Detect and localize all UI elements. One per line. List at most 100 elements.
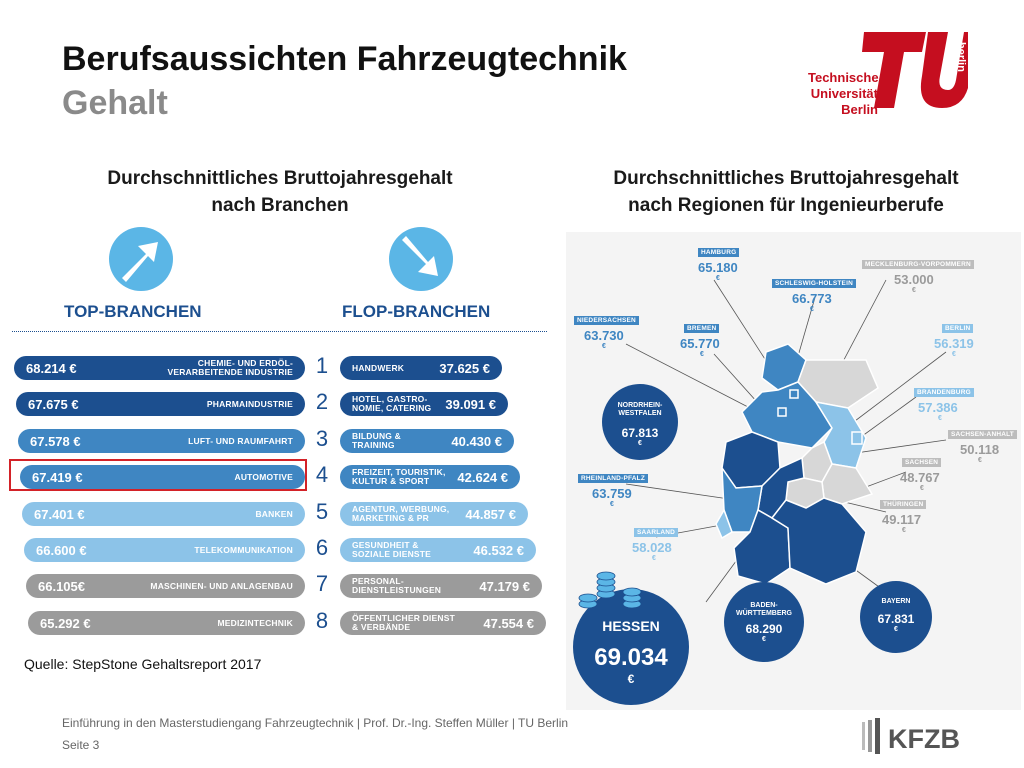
top-bar: 66.600 € TELEKOMMUNIKATION xyxy=(24,538,305,562)
label-saarland: SAARLAND xyxy=(634,528,679,537)
euro-niedersachsen: € xyxy=(602,343,606,350)
left-heading: Durchschnittliches Bruttojahresgehalt na… xyxy=(30,165,530,219)
page-number: Seite 3 xyxy=(62,738,100,752)
left-heading-line-1: Durchschnittliches Bruttojahresgehalt xyxy=(107,168,453,189)
euro-thueringen: € xyxy=(902,527,906,534)
rank-number: 7 xyxy=(315,571,329,596)
value-hessen: 69.034 xyxy=(594,644,668,671)
value-brandenburg: 57.386 xyxy=(918,400,958,415)
top-bar: 67.675 € PHARMAINDUSTRIE xyxy=(16,392,305,416)
highlight-box xyxy=(9,459,307,491)
state-hamburg xyxy=(789,389,799,399)
top-bar-label: LUFT- UND RAUMFAHRT xyxy=(188,435,293,446)
flop-bar-label: AGENTUR, WERBUNG, MARKETING & PR xyxy=(352,504,450,523)
page-title: Berufsaussichten Fahrzeugtechnik xyxy=(62,40,627,78)
logo-line-3: Berlin xyxy=(841,102,878,117)
value-thueringen: 49.117 xyxy=(882,512,922,527)
flop-bar-label: GESUNDHEIT & SOZIALE DIENSTE xyxy=(352,540,432,559)
value-niedersachsen: 63.730 xyxy=(584,328,624,343)
top-bar: 67.578 € LUFT- UND RAUMFAHRT xyxy=(18,429,305,453)
label-niedersachsen: NIEDERSACHSEN xyxy=(574,316,639,325)
top-bar-value: 65.292 € xyxy=(40,615,91,631)
right-heading-line-1: Durchschnittliches Bruttojahresgehalt xyxy=(613,168,959,189)
flop-bar-value: 47.554 € xyxy=(483,615,534,631)
top-bar-value: 67.401 € xyxy=(34,506,85,522)
value-mecklenburg: 53.000 xyxy=(894,272,934,287)
value-berlin: 56.319 xyxy=(934,336,974,351)
top-bar: 67.419 € AUTOMOTIVE xyxy=(20,465,305,489)
arrow-down-right-icon xyxy=(389,227,453,291)
rank-number: 2 xyxy=(315,389,329,414)
flop-bar: BILDUNG & TRAINING 40.430 € xyxy=(340,429,514,453)
top-bar-value: 67.419 € xyxy=(32,469,83,485)
states xyxy=(715,343,879,585)
source-note: Quelle: StepStone Gehaltsreport 2017 xyxy=(24,656,262,672)
flop-bar-label: BILDUNG & TRAINING xyxy=(352,431,402,450)
value-bremen: 65.770 xyxy=(680,336,720,351)
euro-bw: € xyxy=(762,636,766,643)
euro-brandenburg: € xyxy=(938,415,942,422)
page-subtitle: Gehalt xyxy=(62,84,168,122)
left-heading-line-2: nach Branchen xyxy=(211,195,349,216)
euro-hamburg: € xyxy=(716,275,720,282)
euro-berlin: € xyxy=(952,351,956,358)
label-nrw: NORDRHEIN- WESTFALEN xyxy=(617,402,663,417)
top-bar-label: TELEKOMMUNIKATION xyxy=(194,544,293,555)
euro-bayern: € xyxy=(894,626,898,633)
flop-bar-label: HANDWERK xyxy=(352,362,405,373)
euro-schleswig: € xyxy=(810,306,814,313)
hessen-circle xyxy=(573,589,689,705)
euro-sachsen-anhalt: € xyxy=(978,457,982,464)
top-branchen-label: TOP-BRANCHEN xyxy=(64,302,202,321)
state-berlin xyxy=(851,431,863,445)
top-bar: 67.401 € BANKEN xyxy=(22,502,305,526)
euro-hessen: € xyxy=(627,672,635,686)
nrw-circle xyxy=(602,384,678,460)
arrow-up-right-icon xyxy=(109,227,173,291)
top-bar-value: 66.105€ xyxy=(38,578,85,594)
value-schleswig: 66.773 xyxy=(792,291,832,306)
top-bar-label: CHEMIE- UND ERDÖL- VERARBEITENDE INDUSTR… xyxy=(167,358,293,377)
euro-rheinland: € xyxy=(610,501,614,508)
euro-nrw: € xyxy=(638,440,642,447)
flop-bar: ÖFFENTLICHER DIENST & VERBÄNDE 47.554 € xyxy=(340,611,546,635)
label-sachsen-anhalt: SACHSEN-ANHALT xyxy=(948,430,1017,439)
flop-bar-label: ÖFFENTLICHER DIENST & VERBÄNDE xyxy=(352,613,455,632)
flop-branchen-label: FLOP-BRANCHEN xyxy=(342,302,491,321)
euro-sachsen: € xyxy=(920,485,924,492)
logo-line-1: Technische xyxy=(808,70,879,85)
top-bar-label: MASCHINEN- UND ANLAGENBAU xyxy=(150,580,293,591)
top-bar: 68.214 € CHEMIE- UND ERDÖL- VERARBEITENDE… xyxy=(14,356,305,380)
flop-bar-label: FREIZEIT, TOURISTIK, KULTUR & SPORT xyxy=(352,467,446,486)
divider xyxy=(12,331,547,332)
right-heading-line-2: nach Regionen für Ingenieurberufe xyxy=(628,195,944,216)
flop-bar-value: 39.091 € xyxy=(445,396,496,412)
right-heading: Durchschnittliches Bruttojahresgehalt na… xyxy=(556,165,1016,219)
flop-bar: GESUNDHEIT & SOZIALE DIENSTE 46.532 € xyxy=(340,538,536,562)
value-rheinland: 63.759 xyxy=(592,486,632,501)
footer-text: Einführung in den Masterstudiengang Fahr… xyxy=(62,716,569,730)
flop-bar-value: 44.857 € xyxy=(465,506,516,522)
top-bar: 66.105€ MASCHINEN- UND ANLAGENBAU xyxy=(26,574,305,598)
label-bayern: BAYERN xyxy=(881,598,911,605)
flop-bar-label: HOTEL, GASTRO- NOMIE, CATERING xyxy=(352,394,432,413)
rank-number: 4 xyxy=(315,462,329,487)
label-rheinland: RHEINLAND-PFALZ xyxy=(578,474,649,483)
bw-circle xyxy=(724,582,804,662)
top-bar-value: 68.214 € xyxy=(26,360,77,376)
label-thueringen: THÜRINGEN xyxy=(880,500,927,509)
euro-mecklenburg: € xyxy=(912,287,916,294)
state-saarland xyxy=(715,508,733,540)
kfzb-text: KFZB xyxy=(888,724,960,754)
rank-number: 1 xyxy=(315,353,329,378)
top-bar: 65.292 € MEDIZINTECHNIK xyxy=(28,611,305,635)
flop-bar: AGENTUR, WERBUNG, MARKETING & PR 44.857 € xyxy=(340,502,528,526)
euro-bremen: € xyxy=(700,351,704,358)
flop-bar: HANDWERK 37.625 € xyxy=(340,356,502,380)
tu-mark-icon: berlin xyxy=(862,32,968,108)
flop-bar-value: 37.625 € xyxy=(439,360,490,376)
label-hessen: HESSEN xyxy=(602,618,660,634)
flop-bar-value: 40.430 € xyxy=(451,433,502,449)
value-hamburg: 65.180 xyxy=(698,260,738,275)
logo-mark-text: berlin xyxy=(955,42,967,72)
